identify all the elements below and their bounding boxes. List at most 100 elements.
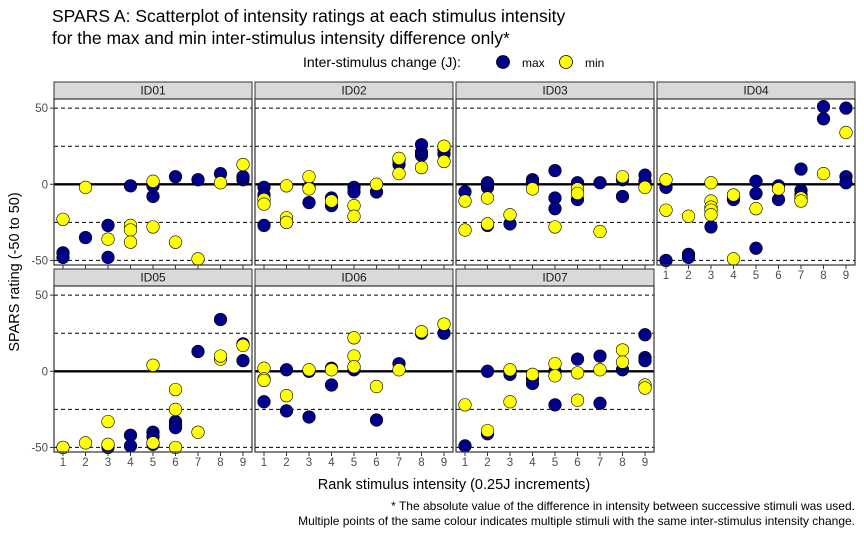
point-min-id03-0 bbox=[458, 194, 472, 208]
point-min-id06-5 bbox=[324, 363, 339, 377]
point-min-id02-12 bbox=[392, 151, 406, 165]
point-min-id07-2 bbox=[503, 363, 517, 377]
panel-id03: ID03123456789 bbox=[455, 81, 655, 282]
point-max-id06-4 bbox=[302, 410, 316, 424]
point-min-id05-7 bbox=[168, 402, 183, 416]
point-max-id05-11 bbox=[213, 312, 228, 327]
point-min-id07-9 bbox=[593, 363, 607, 377]
point-max-id04-19 bbox=[839, 176, 853, 190]
strip-label-id07: ID07 bbox=[542, 271, 568, 285]
x-tick-label-id07-7: 7 bbox=[597, 457, 603, 469]
x-tick-label-id05-8: 8 bbox=[217, 457, 223, 469]
x-tick-label-id05-9: 9 bbox=[240, 457, 246, 469]
point-min-id01-2 bbox=[101, 232, 115, 246]
point-min-id03-8 bbox=[570, 186, 585, 201]
point-max-id02-15 bbox=[414, 138, 429, 152]
point-min-id02-10 bbox=[369, 177, 384, 191]
point-min-id06-10 bbox=[392, 363, 406, 377]
point-min-id01-0 bbox=[56, 212, 70, 226]
point-max-id04-16 bbox=[816, 100, 831, 114]
x-tick-label-id04-8: 8 bbox=[820, 270, 826, 282]
caption-line-2: Multiple points of the same colour indic… bbox=[298, 514, 855, 528]
point-min-id04-0 bbox=[659, 173, 673, 187]
point-min-id06-3 bbox=[279, 389, 294, 403]
point-max-id04-15 bbox=[816, 112, 831, 126]
point-max-id03-16 bbox=[638, 168, 652, 182]
point-min-id05-3 bbox=[101, 437, 115, 451]
point-min-id07-11 bbox=[615, 355, 630, 369]
y-tick-label-id01-50: 50 bbox=[35, 103, 48, 115]
point-min-id04-15 bbox=[839, 125, 853, 140]
strip-label-id04: ID04 bbox=[743, 84, 769, 98]
point-max-id06-2 bbox=[279, 404, 294, 418]
point-max-id01-8 bbox=[168, 170, 183, 184]
point-max-id04-9 bbox=[749, 241, 763, 255]
x-tick-label-id06-5: 5 bbox=[351, 457, 357, 469]
point-min-id07-7 bbox=[570, 366, 585, 380]
point-min-id07-5 bbox=[548, 357, 562, 371]
point-min-id04-13 bbox=[794, 194, 808, 208]
x-tick-label-id04-4: 4 bbox=[730, 270, 737, 282]
point-min-id01-10 bbox=[213, 176, 228, 190]
point-min-id03-2 bbox=[480, 191, 495, 205]
point-min-id04-3 bbox=[704, 176, 718, 190]
x-tick-label-id05-2: 2 bbox=[82, 457, 88, 469]
point-max-id06-6 bbox=[324, 378, 339, 392]
strip-label-id01: ID01 bbox=[140, 84, 166, 98]
point-min-id01-7 bbox=[146, 220, 160, 234]
x-tick-label-id04-1: 1 bbox=[663, 270, 669, 282]
x-tick-label-id06-8: 8 bbox=[418, 457, 424, 469]
point-min-id02-2 bbox=[279, 179, 294, 193]
y-tick-label-id05-50: 50 bbox=[35, 290, 48, 302]
point-max-id04-7 bbox=[749, 174, 763, 188]
point-max-id04-17 bbox=[839, 101, 853, 115]
point-min-id02-1 bbox=[257, 197, 271, 211]
point-min-id06-11 bbox=[414, 325, 429, 339]
chart-title-line-1: SPARS A: Scatterplot of intensity rating… bbox=[52, 6, 566, 26]
panel-id05: ID05 50 0 -50 1 2 3 4 5 6 7 8 9 bbox=[31, 268, 253, 469]
x-tick-label-id05-5: 5 bbox=[150, 457, 156, 469]
point-max-id01-4 bbox=[101, 250, 115, 264]
point-max-id01-3 bbox=[101, 218, 115, 233]
x-tick-label-id04-2: 2 bbox=[685, 270, 691, 282]
point-min-id06-2 bbox=[257, 373, 271, 388]
point-min-id05-11 bbox=[213, 349, 228, 363]
x-tick-label-id06-7: 7 bbox=[396, 457, 402, 469]
point-max-id04-12 bbox=[794, 162, 808, 176]
x-tick-label-id04-9: 9 bbox=[843, 270, 849, 282]
x-tick-label-id05-7: 7 bbox=[195, 457, 201, 469]
point-max-id07-1 bbox=[480, 364, 495, 378]
y-tick-label-id01-0: 0 bbox=[42, 179, 48, 191]
point-max-id07-7 bbox=[548, 398, 562, 412]
x-axis-title: Rank stimulus intensity (0.25J increment… bbox=[318, 477, 590, 493]
y-tick-label-id01--50: -50 bbox=[31, 255, 48, 267]
point-max-id05-10 bbox=[191, 344, 205, 359]
point-min-id02-7 bbox=[324, 194, 339, 208]
legend-swatch-max bbox=[496, 55, 510, 69]
point-min-id03-9 bbox=[593, 224, 607, 239]
x-tick-label-id04-7: 7 bbox=[798, 270, 804, 282]
x-tick-label-id04-5: 5 bbox=[753, 270, 759, 282]
point-max-id07-10 bbox=[593, 396, 607, 410]
strip-label-id03: ID03 bbox=[542, 84, 568, 98]
chart-title-line-2: for the max and min inter-stimulus inten… bbox=[52, 28, 510, 48]
point-min-id06-12 bbox=[437, 317, 451, 331]
point-max-id05-9 bbox=[168, 421, 183, 435]
point-min-id07-1 bbox=[480, 424, 495, 438]
point-max-id02-9 bbox=[347, 185, 361, 199]
y-tick-label-id05-0: 0 bbox=[42, 366, 48, 378]
point-min-id04-9 bbox=[726, 252, 741, 266]
point-min-id03-6 bbox=[548, 220, 562, 234]
point-min-id05-5 bbox=[146, 436, 160, 450]
point-max-id06-1 bbox=[279, 363, 294, 377]
point-min-id02-14 bbox=[437, 154, 451, 169]
point-max-id04-3 bbox=[681, 250, 696, 264]
point-max-id03-9 bbox=[548, 202, 562, 216]
point-max-id01-9 bbox=[191, 173, 205, 187]
point-min-id03-1 bbox=[458, 223, 472, 237]
point-min-id06-8 bbox=[347, 360, 361, 374]
point-min-id01-8 bbox=[168, 235, 183, 249]
x-tick-label-id07-9: 9 bbox=[642, 457, 648, 469]
x-tick-label-id07-2: 2 bbox=[484, 457, 490, 469]
